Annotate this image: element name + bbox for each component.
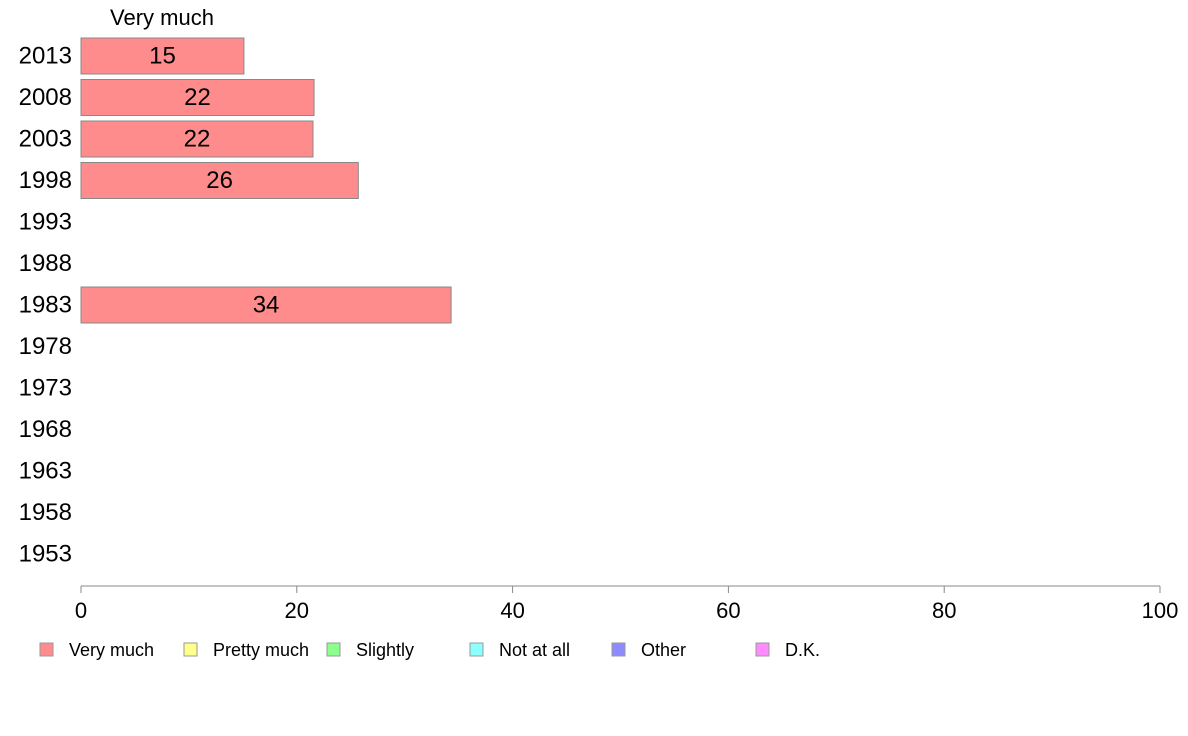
legend-label-4: Other	[641, 640, 686, 660]
category-label-2003: 2003	[19, 126, 72, 153]
bar-labels: 15 22 22 26 34	[149, 43, 279, 319]
legend-label-1: Pretty much	[213, 640, 309, 660]
bar-label-2008: 22	[184, 84, 211, 111]
legend-swatch-0	[39, 642, 54, 657]
category-label-1983: 1983	[19, 292, 72, 319]
category-label-1963: 1963	[19, 458, 72, 485]
bar-2013	[80, 37, 245, 75]
category-label-1978: 1978	[19, 333, 72, 360]
bar-1998	[80, 162, 359, 199]
legend-label-2: Slightly	[356, 640, 414, 660]
bars	[80, 37, 452, 324]
category-label-1968: 1968	[19, 416, 72, 443]
x-tick-label-40: 40	[500, 598, 524, 623]
category-label-1993: 1993	[19, 209, 72, 236]
bar-label-1983: 34	[253, 292, 280, 319]
bar-1983	[80, 286, 452, 324]
legend-swatch-3	[469, 642, 484, 657]
category-label-2008: 2008	[19, 84, 72, 111]
legend-label-3: Not at all	[499, 640, 570, 660]
category-label-1958: 1958	[19, 499, 72, 526]
bar-label-1998: 26	[206, 167, 233, 194]
category-label-1973: 1973	[19, 375, 72, 402]
x-tick-label-0: 0	[75, 598, 87, 623]
legend-label-0: Very much	[69, 640, 154, 660]
bar-2008	[80, 79, 315, 116]
legend-swatch-5	[755, 642, 770, 657]
bar-label-2013: 15	[149, 43, 176, 70]
x-tick-label-100: 100	[1142, 598, 1179, 623]
category-labels: 2013 2008 2003 1998 1993 1988 1983 1978 1973 1968…	[19, 43, 72, 568]
series-title: Very much	[110, 5, 214, 30]
category-label-1988: 1988	[19, 250, 72, 277]
category-label-1953: 1953	[19, 541, 72, 568]
legend-swatch-2	[326, 642, 341, 657]
legend-label-5: D.K.	[785, 640, 820, 660]
legend-swatch-1	[183, 642, 198, 657]
bar-2003	[80, 120, 314, 158]
x-axis: 0 20 40 60 80 100	[75, 585, 1179, 623]
x-tick-label-80: 80	[932, 598, 956, 623]
legend-swatch-4	[611, 642, 626, 657]
bar-label-2003: 22	[184, 126, 211, 153]
legend: Very much Pretty much Slightly Not at all Ot…	[39, 640, 820, 660]
category-label-1998: 1998	[19, 167, 72, 194]
x-tick-label-60: 60	[716, 598, 740, 623]
x-tick-label-20: 20	[285, 598, 309, 623]
category-label-2013: 2013	[19, 43, 72, 70]
